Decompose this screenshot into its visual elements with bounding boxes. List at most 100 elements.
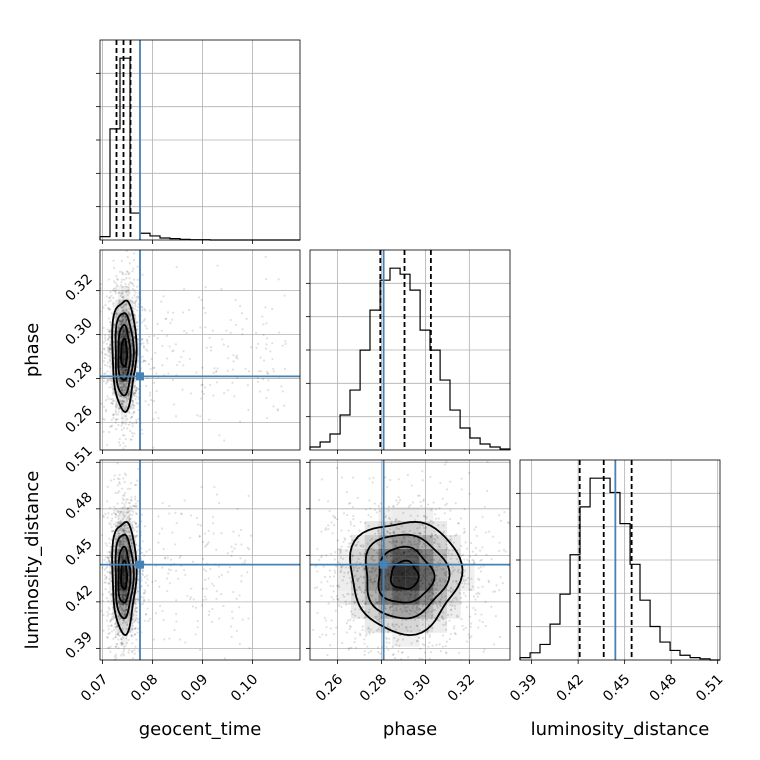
sample-point [118, 522, 121, 525]
density-cell [419, 576, 434, 591]
sample-point [125, 319, 128, 322]
sample-point [206, 542, 209, 546]
sample-point [177, 577, 180, 580]
density-cell [405, 604, 420, 619]
sample-point [131, 526, 134, 529]
density-cell [124, 313, 128, 328]
sample-point [427, 645, 430, 648]
sample-point [210, 620, 214, 624]
sample-point [114, 409, 117, 412]
sample-point [328, 509, 331, 513]
sample-point [468, 555, 472, 558]
sample-point [129, 482, 133, 485]
sample-point [195, 517, 198, 520]
sample-point [120, 540, 123, 544]
sample-point [401, 530, 404, 534]
sample-point [123, 391, 126, 395]
sample-point [467, 582, 470, 585]
density-cell [121, 535, 125, 549]
sample-point [354, 566, 357, 569]
sample-point [484, 600, 487, 603]
sample-point [121, 517, 125, 521]
sample-point [114, 312, 118, 315]
sample-point [120, 322, 123, 326]
sample-point [109, 555, 112, 558]
sample-point [329, 552, 333, 556]
sample-point [389, 609, 392, 612]
sample-point [327, 527, 330, 530]
sample-point [127, 311, 130, 314]
sample-point [218, 434, 221, 437]
sample-point [434, 539, 437, 542]
sample-point [421, 603, 425, 606]
sample-point [456, 570, 459, 573]
sample-point [386, 625, 390, 628]
sample-point [172, 349, 175, 352]
sample-point [373, 570, 376, 573]
sample-point [348, 627, 351, 630]
sample-point [239, 557, 242, 560]
sample-point [419, 500, 422, 504]
sample-point [135, 421, 138, 424]
sample-point [130, 343, 133, 346]
sample-point [112, 412, 115, 415]
sample-point [122, 530, 125, 534]
density-cell [124, 535, 128, 549]
sample-point [141, 308, 144, 312]
sample-point [443, 571, 446, 574]
sample-point [484, 531, 488, 534]
sample-point [126, 487, 130, 490]
density-cell [433, 535, 448, 549]
sample-point [374, 568, 377, 571]
sample-point [241, 618, 244, 621]
sample-point [392, 531, 396, 534]
sample-point [133, 619, 136, 622]
sample-point [561, 543, 563, 545]
sample-point [136, 320, 139, 324]
sample-point [447, 589, 450, 592]
sample-point [443, 463, 447, 466]
sample-point [217, 565, 221, 568]
sample-point [125, 310, 128, 313]
sample-point [416, 545, 419, 548]
sample-point [352, 567, 355, 570]
sample-point [114, 645, 117, 648]
sample-point [204, 569, 208, 573]
sample-point [360, 590, 363, 594]
sample-point [134, 495, 137, 498]
sample-point [481, 585, 484, 588]
sample-point [117, 542, 121, 545]
sample-point [131, 296, 134, 299]
sample-point [391, 653, 394, 657]
sample-point [125, 397, 129, 400]
sample-point [419, 532, 422, 535]
sample-point [147, 620, 150, 623]
sample-point [428, 633, 431, 637]
density-cell [127, 590, 131, 605]
sample-point [417, 636, 421, 639]
sample-point [387, 531, 390, 534]
sample-point [385, 615, 388, 618]
sample-point [160, 527, 164, 530]
sample-point [373, 532, 377, 535]
sample-point [114, 538, 117, 541]
sample-point [171, 378, 174, 382]
sample-point [322, 565, 325, 568]
sample-point [114, 513, 117, 516]
sample-point [351, 565, 355, 568]
sample-point [356, 570, 359, 573]
density-cell [130, 521, 134, 536]
sample-point [135, 421, 138, 424]
sample-point [124, 303, 127, 306]
sample-point [204, 286, 207, 289]
density-cell [121, 285, 125, 300]
sample-point [122, 529, 126, 532]
sample-point [102, 430, 105, 433]
sample-point [452, 627, 456, 630]
sample-point [333, 523, 336, 527]
sample-point [122, 619, 125, 623]
sample-point [135, 321, 139, 325]
sample-point [272, 367, 275, 370]
sample-point [112, 414, 115, 417]
